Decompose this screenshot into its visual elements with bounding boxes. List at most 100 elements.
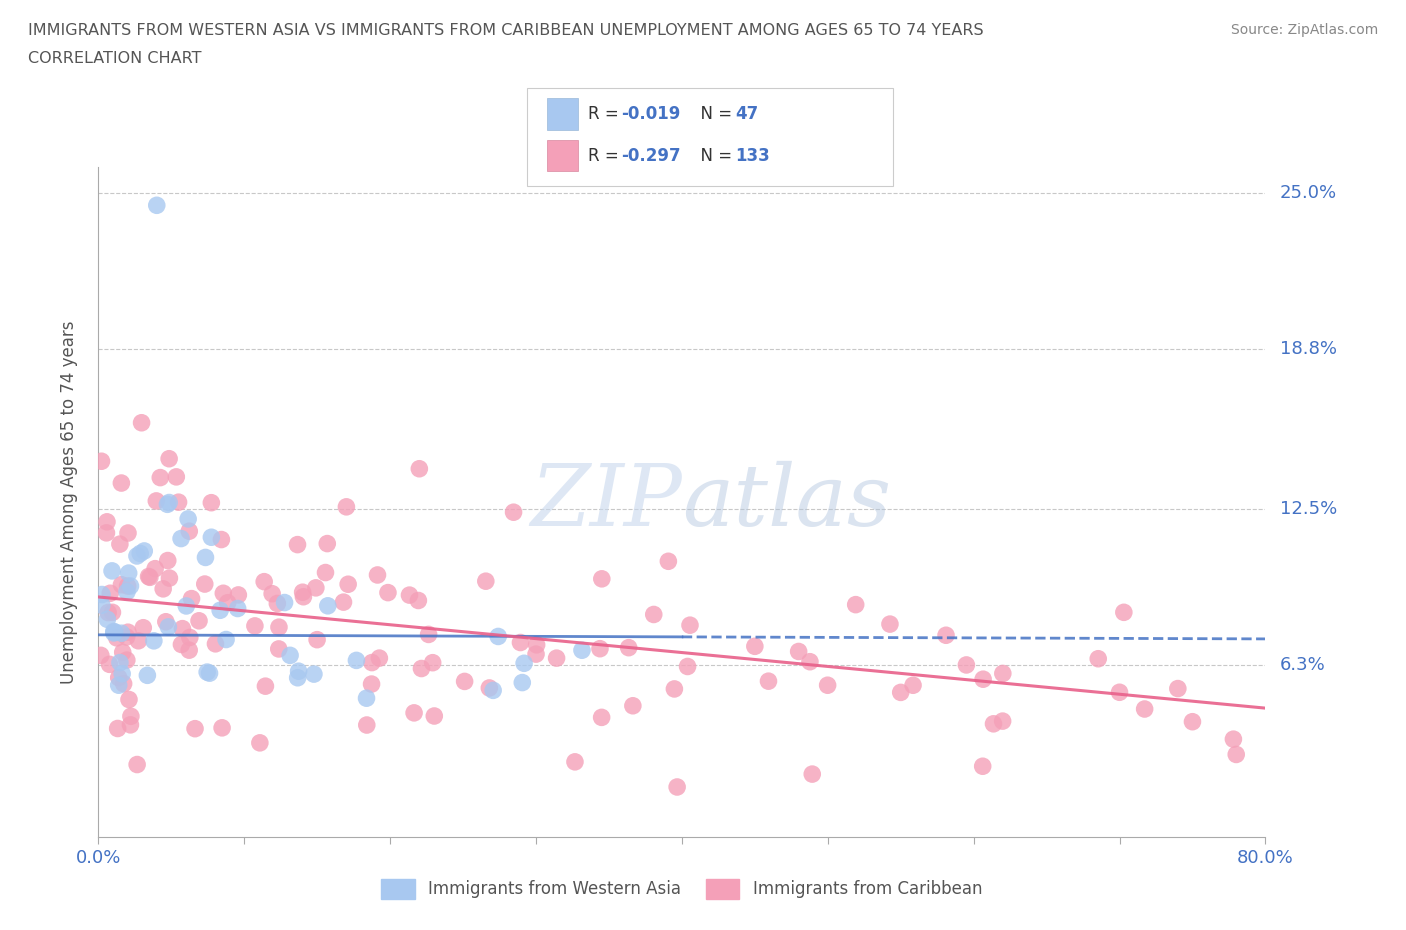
Point [118,565,141,580]
Point [398,588,420,603]
Point [744,639,766,654]
Point [335,499,357,514]
Point [291,585,314,600]
Point [267,619,290,634]
Text: 133: 133 [735,147,770,165]
Point [546,651,568,666]
Point [368,651,391,666]
Point [305,580,328,595]
Point [217,595,239,610]
Point [226,601,249,616]
Point [170,531,193,546]
Point [107,721,129,736]
Point [366,567,388,582]
Point [228,588,250,603]
Point [879,617,901,631]
Point [98,657,121,671]
Y-axis label: Unemployment Among Ages 65 to 74 years: Unemployment Among Ages 65 to 74 years [59,321,77,684]
Point [758,673,780,688]
Point [107,678,129,693]
Point [664,682,686,697]
Point [332,594,354,609]
Point [167,495,190,510]
Text: ZIP: ZIP [530,461,682,543]
Point [157,619,180,634]
Legend: Immigrants from Western Asia, Immigrants from Caribbean: Immigrants from Western Asia, Immigrants… [375,872,988,906]
Point [211,721,233,736]
Point [90,454,112,469]
Point [502,505,524,520]
Point [845,597,868,612]
Point [195,665,218,680]
Point [125,549,148,564]
Point [243,618,266,633]
Point [478,681,501,696]
Point [156,553,179,568]
Point [165,470,187,485]
Point [155,615,177,630]
Point [486,629,509,644]
Point [360,677,382,692]
Text: N =: N = [690,147,738,165]
Point [482,683,505,698]
Point [136,668,159,683]
Point [991,713,1014,728]
Point [991,666,1014,681]
Point [679,618,702,632]
Point [156,497,179,512]
Point [212,586,235,601]
Point [179,524,201,538]
Point [117,525,139,540]
Point [278,648,301,663]
Point [356,691,378,706]
Point [115,653,138,668]
Point [200,530,222,545]
Point [935,628,957,643]
Point [157,495,180,510]
Point [104,625,127,640]
Point [302,667,325,682]
Point [179,643,201,658]
Point [179,630,201,644]
Point [105,631,128,645]
Point [408,461,430,476]
Point [267,642,290,657]
Point [184,722,207,737]
Point [253,574,276,589]
Point [110,578,132,592]
Point [139,570,162,585]
Point [152,581,174,596]
Point [307,632,329,647]
Point [1167,681,1189,696]
Point [172,621,194,636]
Point [170,637,193,652]
Point [138,569,160,584]
Point [249,736,271,751]
Point [676,659,699,674]
Text: atlas: atlas [682,461,891,543]
Point [112,676,135,691]
Point [90,648,112,663]
Point [591,571,613,586]
Text: R =: R = [588,147,624,165]
Point [146,198,169,213]
Point [127,757,149,772]
Point [96,612,118,627]
Text: Source: ZipAtlas.com: Source: ZipAtlas.com [1230,23,1378,37]
Point [344,653,367,668]
Point [411,661,433,676]
Point [120,717,142,732]
Point [475,574,498,589]
Point [589,642,612,657]
Point [657,554,679,569]
Point [526,637,548,652]
Point [404,706,426,721]
Point [96,514,118,529]
Point [287,664,309,679]
Point [564,754,586,769]
Point [1225,747,1247,762]
Point [254,679,277,694]
Point [134,543,156,558]
Point [149,471,172,485]
Point [955,658,977,672]
